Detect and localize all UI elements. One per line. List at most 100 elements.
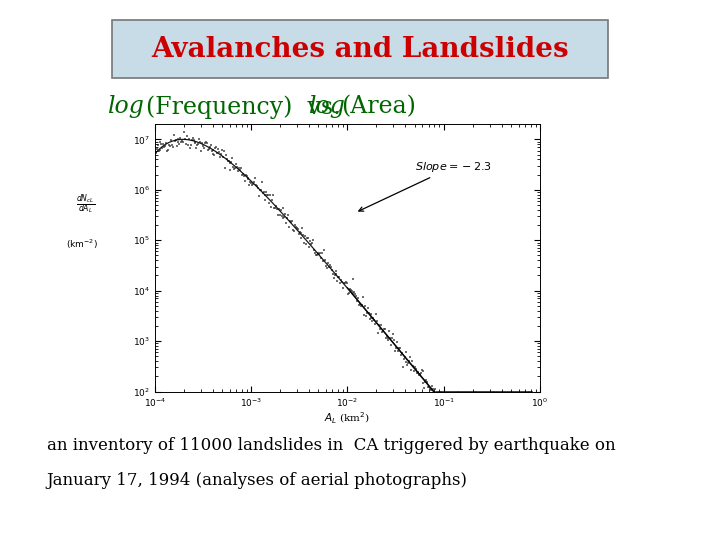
Point — [177, 138, 189, 146]
Point — [462, 387, 474, 396]
Point — [222, 157, 233, 166]
Point — [459, 387, 470, 396]
Point — [393, 343, 405, 352]
Point — [482, 387, 494, 396]
Point — [157, 144, 168, 153]
Point — [284, 223, 295, 232]
Point — [198, 143, 210, 152]
Point — [323, 263, 335, 272]
Point — [438, 387, 450, 396]
Point — [410, 364, 422, 373]
Text: January 17, 1994 (analyses of aerial photographs): January 17, 1994 (analyses of aerial pho… — [47, 472, 468, 489]
Point — [456, 387, 467, 396]
Point — [258, 190, 270, 199]
Point — [216, 145, 228, 154]
Point — [454, 387, 465, 396]
Point — [167, 142, 179, 151]
Point — [436, 387, 448, 396]
Point — [384, 327, 395, 335]
Point — [448, 387, 459, 396]
Point — [155, 138, 166, 146]
Point — [428, 387, 440, 396]
Point — [400, 358, 411, 367]
Point — [375, 320, 387, 329]
Point — [204, 142, 215, 151]
Point — [161, 147, 173, 156]
Point — [394, 343, 405, 352]
Point — [287, 226, 299, 234]
Point — [353, 294, 364, 302]
Point — [324, 260, 336, 269]
Point — [150, 149, 161, 158]
Point — [431, 387, 443, 396]
Point — [297, 231, 309, 239]
Point — [173, 135, 184, 144]
Point — [230, 164, 241, 173]
Point — [312, 248, 324, 257]
Point — [288, 227, 300, 236]
Point — [517, 387, 528, 396]
Point — [520, 387, 531, 396]
Point — [333, 273, 344, 281]
Point — [421, 378, 433, 387]
Point — [240, 171, 252, 180]
Bar — [112, 20, 608, 78]
Point — [408, 362, 419, 371]
Point — [215, 150, 227, 158]
Point — [243, 175, 254, 184]
Point — [194, 138, 206, 146]
Point — [248, 179, 259, 188]
Point — [197, 138, 208, 147]
Point — [372, 328, 384, 337]
Point — [210, 144, 221, 152]
Point — [469, 387, 480, 396]
Point — [330, 270, 342, 279]
Point — [171, 141, 182, 150]
Point — [505, 387, 517, 396]
Point — [185, 141, 197, 150]
Point — [203, 144, 215, 153]
Point — [199, 139, 211, 147]
Point — [432, 387, 444, 396]
Point — [424, 384, 436, 393]
Point — [272, 210, 284, 219]
Point — [152, 140, 163, 149]
Point — [390, 343, 402, 352]
Point — [419, 383, 431, 392]
Point — [380, 334, 392, 343]
Point — [192, 140, 203, 149]
Point — [463, 387, 474, 396]
Point — [212, 145, 224, 153]
Point — [504, 387, 516, 396]
Point — [478, 387, 490, 396]
Point — [447, 387, 459, 396]
Point — [318, 256, 329, 265]
Point — [489, 387, 500, 396]
Point — [499, 387, 510, 396]
Point — [256, 178, 267, 186]
Point — [355, 302, 366, 310]
Point — [484, 387, 495, 396]
Point — [495, 387, 506, 396]
Point — [276, 212, 287, 220]
Point — [445, 387, 456, 396]
Point — [215, 153, 226, 161]
Point — [326, 266, 338, 274]
Point — [416, 366, 428, 375]
Point — [227, 154, 238, 163]
Point — [236, 171, 248, 179]
Point — [306, 239, 318, 248]
Point — [168, 131, 179, 139]
Point — [251, 181, 263, 190]
Point — [513, 387, 525, 396]
Point — [266, 196, 278, 205]
Point — [435, 387, 446, 396]
Point — [292, 225, 303, 233]
Point — [338, 279, 350, 287]
Point — [195, 146, 207, 155]
Point — [252, 184, 264, 192]
Point — [270, 202, 282, 211]
Point — [284, 217, 296, 226]
Point — [345, 286, 356, 294]
Point — [382, 333, 393, 342]
